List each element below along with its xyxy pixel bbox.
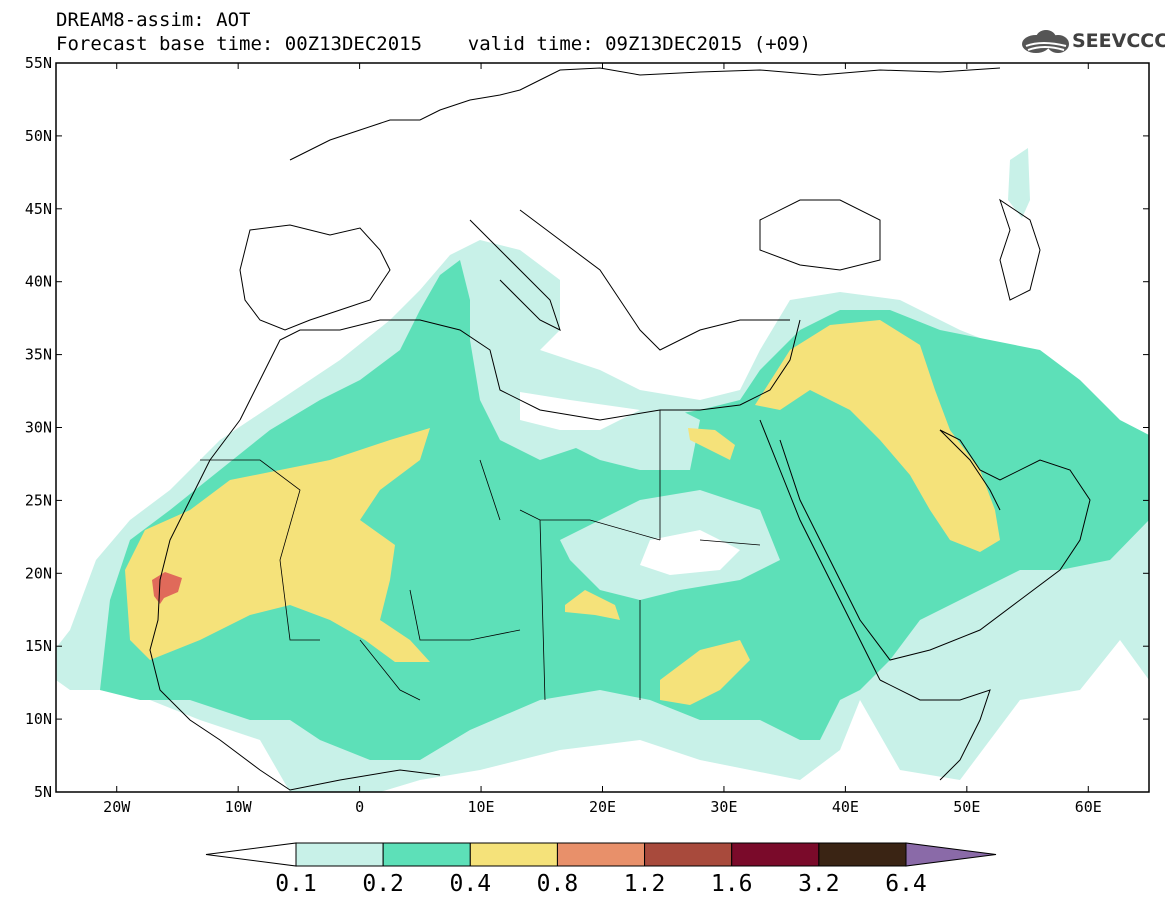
aot-contour-0.4 xyxy=(688,428,735,460)
lon-label: 40E xyxy=(832,798,859,816)
colorbar-label: 0.8 xyxy=(536,871,579,897)
coastlines xyxy=(149,67,1091,791)
cloud-icon xyxy=(1022,30,1069,53)
iberia-coast xyxy=(239,224,391,331)
balkan-coast xyxy=(519,209,790,351)
colorbar-label: 1.2 xyxy=(623,871,666,897)
red-sea xyxy=(759,419,881,681)
seevccc-logo xyxy=(1022,30,1069,53)
border-lines xyxy=(200,410,761,701)
aot-contour-0.4 xyxy=(125,428,430,662)
lat-label: 25N xyxy=(25,491,52,509)
aot-contour-0.4 xyxy=(755,320,1000,552)
colorbar-label: 6.4 xyxy=(885,871,927,897)
colorbar-box xyxy=(382,842,471,867)
lon-label: 0 xyxy=(355,798,364,816)
lat-label: 30N xyxy=(25,419,52,437)
colorbar-label: 0.2 xyxy=(362,871,404,897)
colorbar-min-arrow xyxy=(205,842,297,867)
forecast-times: Forecast base time: 00Z13DEC2015 valid t… xyxy=(56,33,811,55)
lat-label: 15N xyxy=(25,637,52,655)
lat-label: 5N xyxy=(34,783,52,801)
lon-label: 10E xyxy=(468,798,495,816)
lat-label: 20N xyxy=(25,564,52,582)
latitude-axis: 55N 50N 45N 40N 35N 30N 25N 20N 15N 10N 5N xyxy=(25,54,1149,801)
europe-coast xyxy=(289,67,1001,161)
caspian xyxy=(999,198,1041,301)
lon-label: 30E xyxy=(710,798,737,816)
lat-label: 50N xyxy=(25,127,52,145)
north-africa-coast xyxy=(239,319,801,421)
lon-label: 20W xyxy=(103,798,131,816)
lon-label: 60E xyxy=(1075,798,1102,816)
lon-label: 20E xyxy=(589,798,616,816)
persian-gulf xyxy=(939,429,1001,511)
lat-label: 40N xyxy=(25,273,52,291)
longitude-axis: 20W 10W 0 10E 20E 30E 40E 50E 60E xyxy=(103,63,1102,816)
aot-contour-0.4 xyxy=(660,640,750,705)
colorbar-box xyxy=(469,842,558,867)
lon-label: 10W xyxy=(225,798,253,816)
aot-contour-0.4 xyxy=(565,590,620,620)
italy-coast xyxy=(469,219,561,331)
aot-contour-gap xyxy=(520,392,640,430)
arabia-coast xyxy=(779,429,1091,661)
black-sea xyxy=(759,199,881,271)
lat-label: 45N xyxy=(25,200,52,218)
colorbar-label: 1.6 xyxy=(710,871,753,897)
colorbar-max-arrow xyxy=(905,842,997,867)
colorbar-label: 3.2 xyxy=(798,871,840,897)
colorbar-box xyxy=(731,842,820,867)
lon-label: 50E xyxy=(953,798,980,816)
colorbar-box xyxy=(556,842,646,867)
logo-text: SEEVCCC xyxy=(1072,30,1165,52)
aot-contours xyxy=(56,148,1149,792)
lat-label: 55N xyxy=(25,54,52,72)
map-title: DREAM8-assim: AOT xyxy=(56,9,251,31)
colorbar-box xyxy=(295,842,384,867)
colorbar-box xyxy=(818,842,907,867)
aot-contour-0.1 xyxy=(1008,148,1030,218)
colorbar-label: 0.1 xyxy=(275,871,317,897)
colorbar-label: 0.4 xyxy=(449,871,492,897)
horn-africa xyxy=(879,679,991,781)
lat-label: 10N xyxy=(25,710,52,728)
west-africa-coast xyxy=(149,419,441,791)
colorbar-box xyxy=(644,842,733,867)
lat-label: 35N xyxy=(25,346,52,364)
